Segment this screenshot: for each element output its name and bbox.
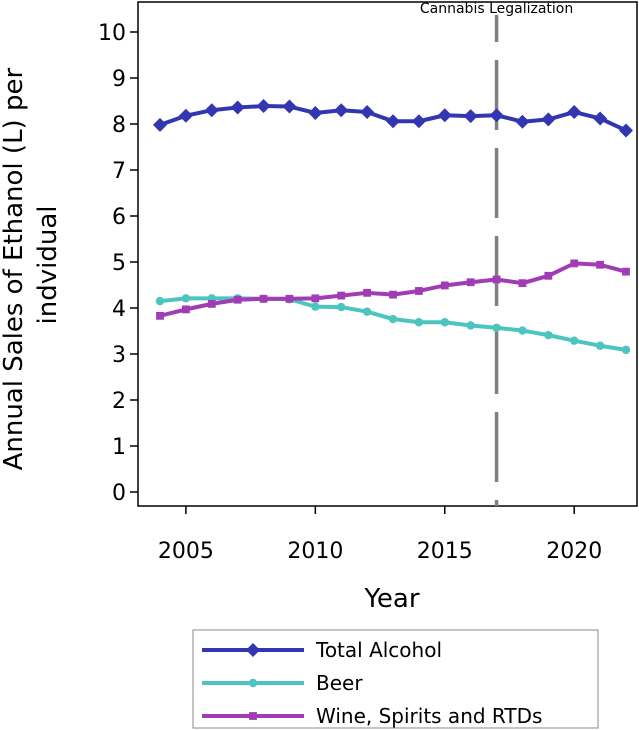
wine-spirits-and-rtds-point	[518, 279, 527, 288]
cannabis-legalization-label: Cannabis Legalization	[420, 1, 573, 17]
y-tick-label: 1	[112, 435, 126, 460]
total-alcohol-point	[230, 100, 245, 115]
wine-spirits-and-rtds-point	[233, 295, 242, 304]
series-total-alcohol	[153, 99, 633, 138]
wine-spirits-and-rtds-point	[285, 294, 294, 303]
wine-spirits-and-rtds-point	[414, 287, 423, 295]
total-alcohol-point	[567, 105, 582, 120]
series-group	[153, 99, 633, 355]
wine-spirits-and-rtds-point	[622, 267, 630, 276]
beer-point	[181, 294, 191, 303]
legend-item-wine-spirits-and-rtds: Wine, Spirits and RTDs	[202, 704, 542, 728]
y-tick-label: 2	[112, 389, 126, 414]
wine-spirits-and-rtds-point	[466, 278, 475, 287]
total-alcohol-point	[515, 114, 530, 129]
legend-box	[192, 629, 599, 729]
total-alcohol-point	[593, 111, 608, 126]
legend-label: Beer	[316, 671, 363, 695]
annotation-group: Cannabis Legalization	[420, 1, 573, 506]
beer-point	[155, 296, 165, 306]
total-alcohol-point	[411, 114, 426, 129]
y-tick-label: 5	[112, 251, 126, 276]
legend-label: Total Alcohol	[315, 638, 442, 662]
total-alcohol-point	[334, 103, 349, 118]
beer-point	[440, 318, 449, 327]
x-tick-label: 2010	[287, 539, 343, 564]
wine-spirits-and-rtds-point	[440, 281, 449, 290]
y-tick-label: 7	[112, 159, 126, 184]
wine-spirits-and-rtds-point	[570, 259, 579, 268]
total-alcohol-point	[360, 105, 375, 120]
total-alcohol-point	[437, 108, 452, 123]
wine-spirits-and-rtds-point	[181, 305, 190, 314]
beer-point	[518, 326, 527, 335]
y-tick-label: 9	[112, 67, 126, 92]
y-tick-label: 4	[112, 297, 126, 322]
beer-line	[159, 296, 627, 352]
beer-point	[337, 302, 346, 312]
total-alcohol-point	[541, 112, 556, 127]
x-tick-label: 2015	[417, 539, 473, 564]
y-tick-label: 10	[98, 21, 126, 46]
total-alcohol-point	[386, 114, 400, 129]
y-tick-label: 8	[112, 113, 126, 138]
wine-spirits-and-rtds-point	[596, 260, 605, 269]
beer-point	[362, 307, 372, 316]
y-axis-title: Annual Sales of Ethanol (L) per indvidua…	[0, 60, 63, 471]
wine-spirits-and-rtds-point	[259, 294, 268, 303]
total-alcohol-point	[178, 108, 193, 123]
legend-swatch-marker	[248, 678, 258, 688]
wine-spirits-and-rtds-point	[207, 299, 216, 308]
total-alcohol-point	[489, 108, 504, 123]
plot-area	[137, 1, 638, 507]
beer-point	[492, 323, 501, 332]
total-alcohol-point	[153, 117, 167, 132]
total-alcohol-point	[619, 123, 633, 138]
total-alcohol-point	[282, 99, 297, 114]
legend: Total Alcohol Beer Wine, Spirits and RTDs	[192, 629, 599, 729]
wine-spirits-and-rtds-point	[544, 271, 553, 280]
y-axis-title-line-2: indvidual	[33, 206, 63, 325]
y-tick-label: 0	[112, 481, 126, 506]
total-alcohol-point	[463, 109, 478, 124]
beer-point	[595, 341, 605, 350]
wine-spirits-and-rtds-point	[156, 311, 164, 320]
beer-point	[570, 336, 579, 345]
x-tick-label: 2005	[158, 539, 214, 564]
x-axis: 2005 2010 2015 2020	[158, 506, 602, 564]
legend-item-beer: Beer	[202, 671, 363, 695]
wine-spirits-and-rtds-line	[159, 261, 627, 318]
legend-swatch-marker	[246, 643, 260, 657]
beer-point	[388, 314, 398, 324]
wine-spirits-and-rtds-point	[492, 275, 501, 284]
total-alcohol-point	[204, 103, 219, 118]
beer-point	[544, 330, 553, 340]
beer-point	[621, 345, 631, 355]
legend-item-total-alcohol: Total Alcohol	[202, 638, 442, 662]
wine-spirits-and-rtds-point	[337, 291, 346, 300]
beer-point	[414, 318, 424, 327]
series-wine-spirits-and-rtds	[156, 259, 630, 320]
total-alcohol-point	[256, 99, 271, 114]
wine-spirits-and-rtds-point	[363, 288, 372, 297]
x-axis-title: Year	[363, 584, 419, 614]
legend-swatch-marker	[249, 712, 257, 720]
y-tick-label: 6	[112, 205, 126, 230]
wine-spirits-and-rtds-point	[389, 290, 397, 299]
wine-spirits-and-rtds-point	[311, 294, 320, 303]
beer-point	[311, 302, 320, 311]
beer-point	[466, 321, 475, 330]
y-axis-title-line-1: Annual Sales of Ethanol (L) per	[0, 68, 29, 471]
total-alcohol-point	[308, 105, 323, 120]
y-axis: 0 1 2 3 4 5 6 7 8 9 10	[98, 21, 138, 506]
y-tick-label: 3	[112, 343, 126, 368]
legend-label: Wine, Spirits and RTDs	[316, 704, 542, 728]
x-tick-label: 2020	[546, 539, 602, 564]
